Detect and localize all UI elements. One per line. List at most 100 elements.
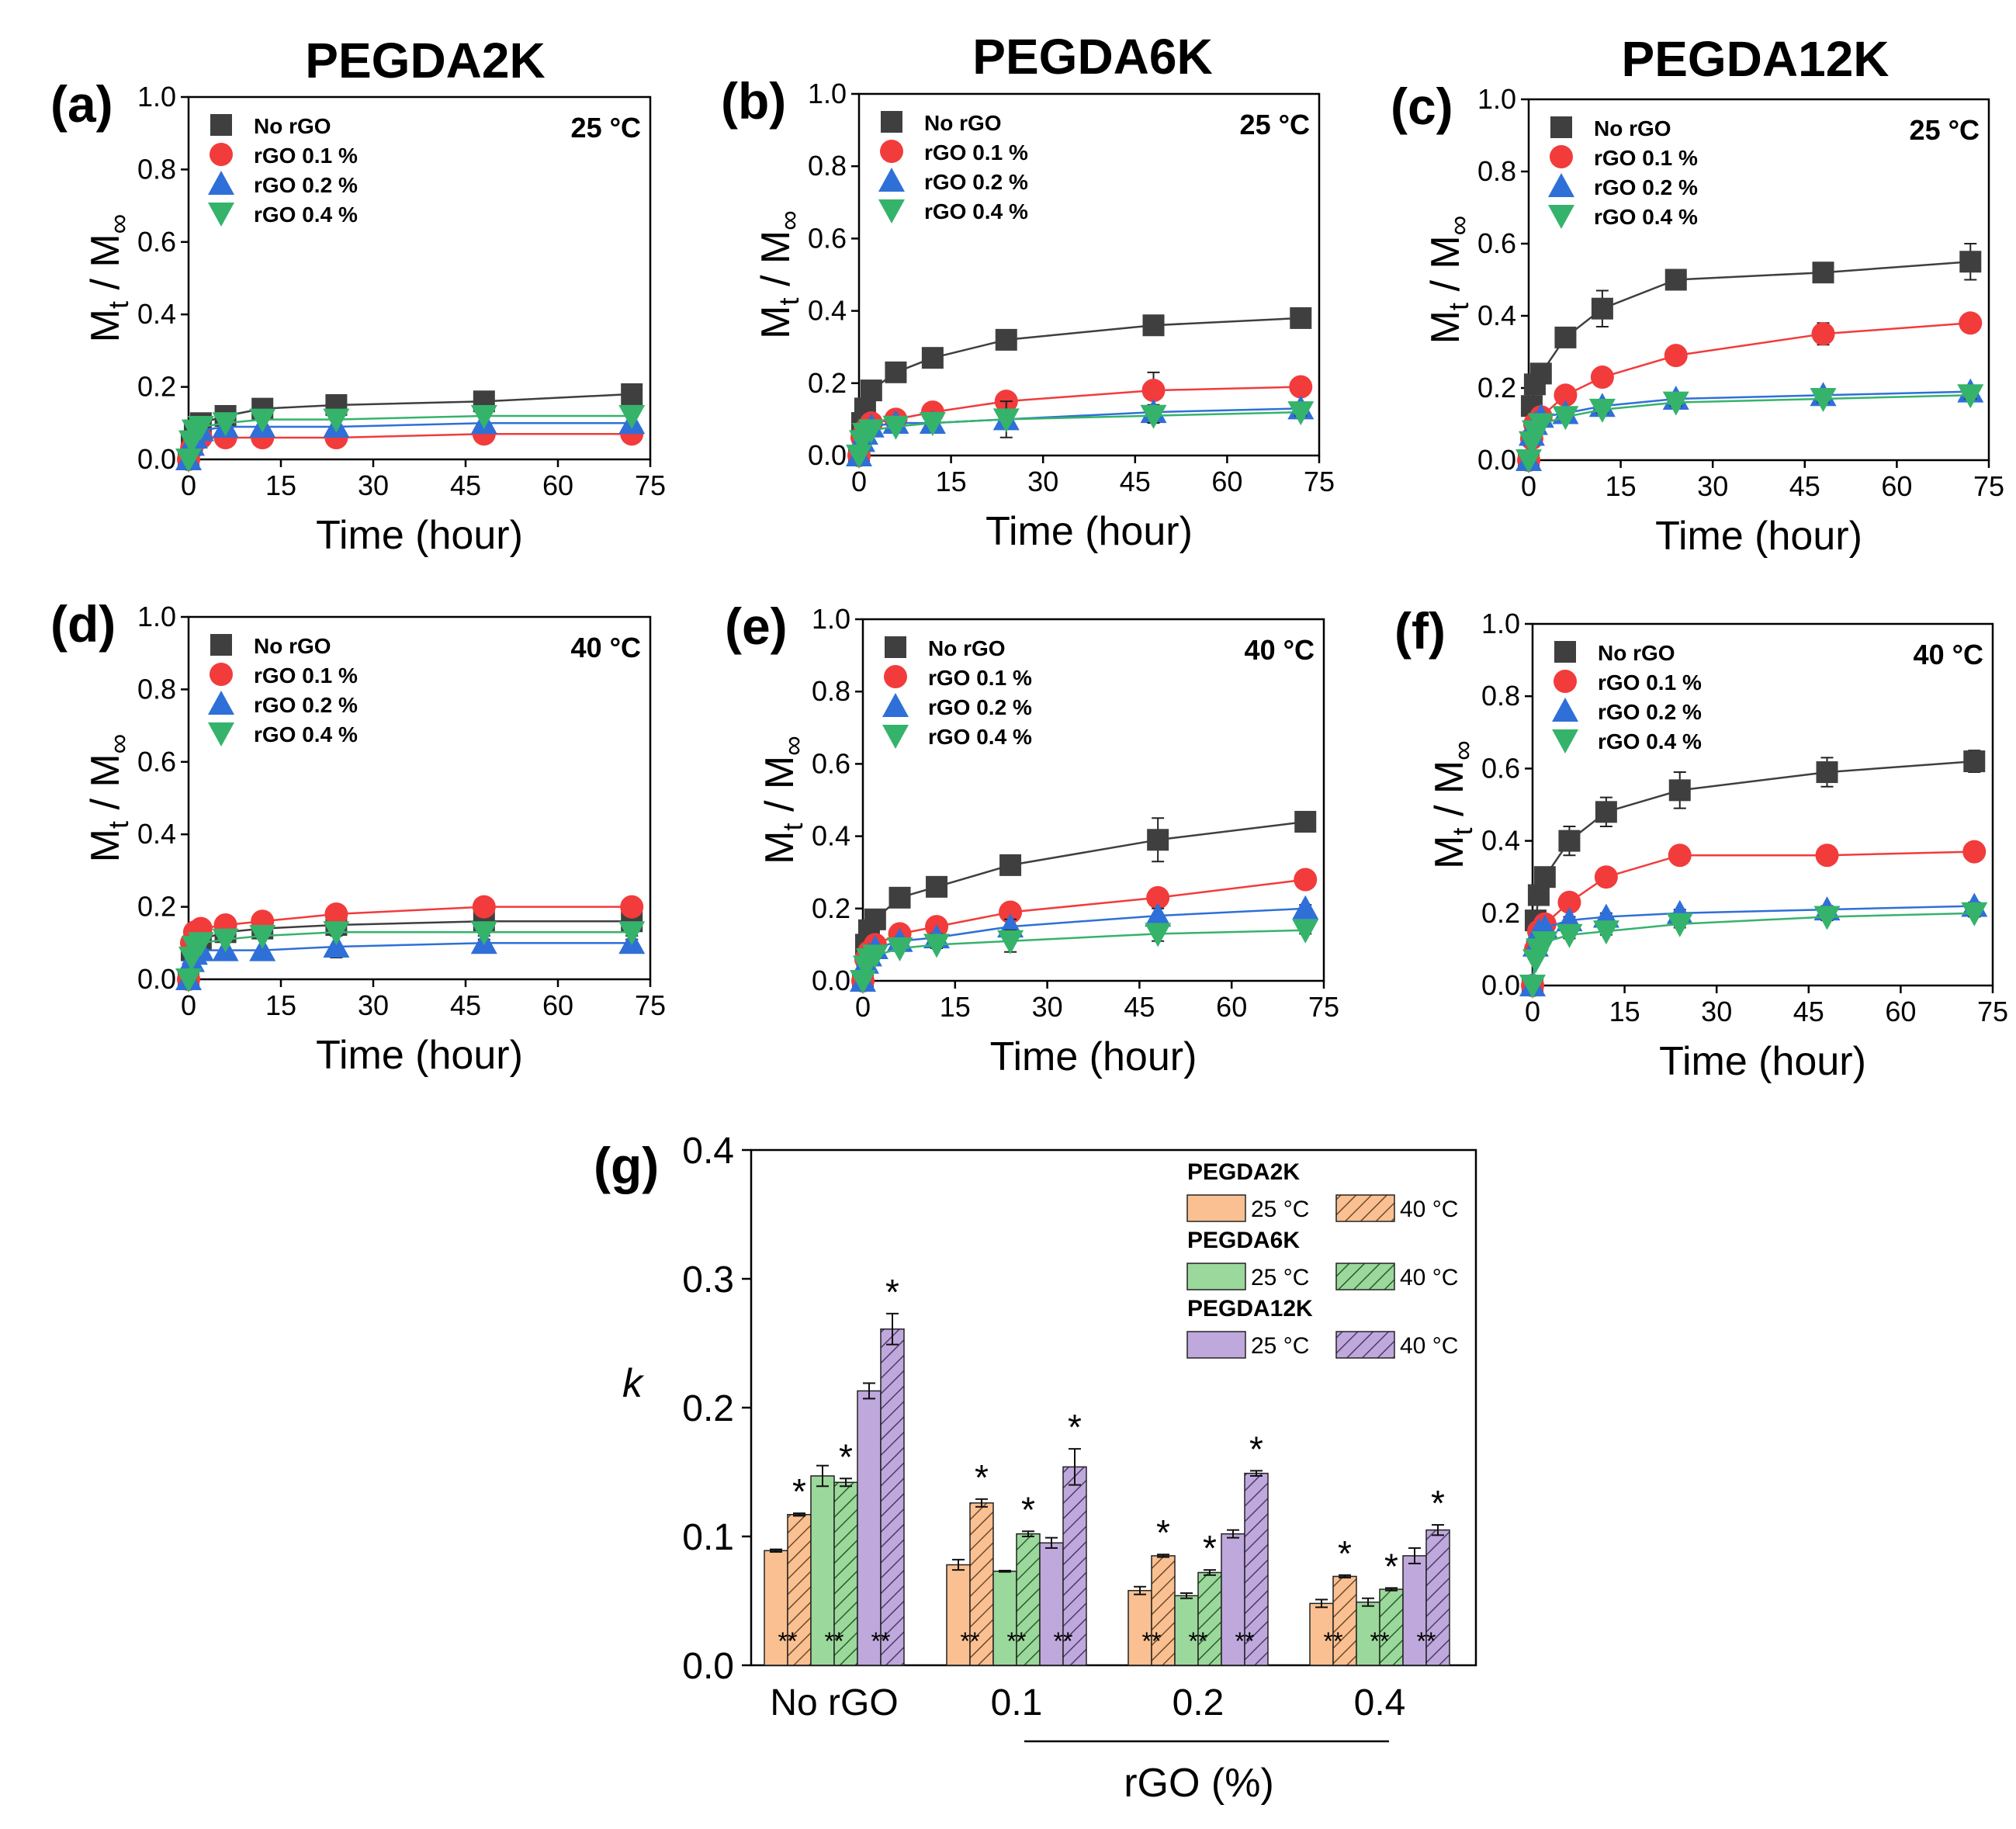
legend-marker	[882, 693, 909, 717]
data-point	[1668, 779, 1691, 802]
temperature-label: 25 °C	[1240, 109, 1310, 140]
data-point	[618, 921, 646, 946]
x-axis-label: Time (hour)	[985, 509, 1193, 554]
data-point	[1962, 840, 1987, 864]
y-tick-label: 0.0	[812, 965, 850, 996]
data-point	[882, 415, 909, 440]
y-tick-label: 1.0	[137, 601, 176, 632]
bar	[1332, 1575, 1357, 1666]
panel-label: (a)	[50, 75, 113, 133]
y-tick-label: 1.0	[1477, 83, 1516, 115]
panel-label: (f)	[1394, 602, 1446, 660]
significance-double-star: **	[778, 1627, 798, 1655]
series-3	[1519, 902, 1988, 999]
x-tick-label: 15	[265, 989, 296, 1021]
bar	[946, 1564, 971, 1666]
data-point	[1558, 830, 1581, 852]
bar	[1016, 1533, 1041, 1666]
data-point	[1588, 398, 1616, 423]
x-tick-label: 60	[1881, 470, 1912, 502]
data-point	[1556, 923, 1583, 948]
data-point	[885, 361, 907, 383]
x-tick-label: 30	[1697, 470, 1728, 502]
bar-series-0	[764, 1548, 1334, 1666]
data-point	[1664, 268, 1687, 291]
significance-double-star: **	[1054, 1627, 1073, 1655]
data-point	[864, 908, 886, 930]
data-point	[1662, 391, 1689, 416]
data-point	[175, 449, 202, 473]
data-point	[1815, 843, 1839, 868]
data-point	[1666, 913, 1693, 937]
plot-frame	[1531, 622, 1994, 987]
plot-frame	[187, 95, 652, 461]
data-point	[212, 928, 239, 953]
legend-label: No rGO	[1594, 116, 1671, 140]
legend-marker	[208, 171, 234, 195]
x-tick-label: 0	[851, 466, 867, 497]
bar-series-4	[857, 1382, 1427, 1666]
bar	[969, 1502, 994, 1666]
data-point	[1146, 885, 1170, 909]
data-point	[1554, 326, 1577, 348]
significance-star: *	[839, 1436, 853, 1477]
data-point	[249, 937, 276, 961]
data-point	[999, 854, 1022, 876]
significance-double-star: **	[1324, 1627, 1343, 1655]
series-0	[1522, 750, 1986, 996]
legend-marker	[1548, 173, 1574, 197]
y-tick-label: 0.2	[137, 891, 176, 923]
data-point	[1554, 383, 1578, 407]
y-tick-label: 0.6	[808, 222, 847, 254]
significance-star: *	[1338, 1533, 1352, 1574]
bar	[1244, 1472, 1269, 1666]
series-0	[852, 810, 1317, 992]
data-point	[1519, 975, 1546, 999]
y-tick-label: 0.8	[812, 675, 850, 707]
data-point	[1963, 750, 1986, 773]
column-title-6k: PEGDA6K	[972, 29, 1212, 85]
rate-constant-bar-chart: 0.0 0.1 0.2 0.3 0.4 k (g) No rGO 0.1 0.2 0.4 rGO (%…	[594, 1131, 1477, 1806]
y-axis-label: Mt / M∞	[1423, 216, 1474, 345]
series-2	[1515, 378, 1984, 471]
x-tick-label: 30	[358, 469, 389, 501]
x-tick-label: 30	[1701, 996, 1732, 1027]
x-tick-label: 15	[1609, 996, 1640, 1027]
y-tick-label: 0.2	[808, 367, 847, 399]
x-tick-label: 45	[1124, 991, 1155, 1023]
data-point	[249, 408, 276, 433]
legend-marker	[1554, 641, 1576, 663]
legend-marker	[1552, 698, 1578, 722]
data-point	[919, 412, 946, 437]
x-tick-label: 45	[1120, 466, 1151, 497]
significance-star: *	[792, 1471, 806, 1512]
y-tick-label: 0.0	[1477, 444, 1516, 476]
data-point	[860, 379, 882, 402]
plot-frame	[187, 615, 652, 981]
data-point	[1961, 902, 1988, 927]
data-point	[926, 875, 948, 898]
data-point	[621, 383, 643, 405]
temperature-label: 25 °C	[1910, 114, 1980, 146]
y-tick-label: 0.4	[812, 820, 850, 852]
y-tick-label: 0.6	[1481, 752, 1520, 784]
legend-marker	[210, 114, 232, 136]
data-point	[212, 412, 239, 437]
legend-marker	[1550, 145, 1573, 168]
y-tick-label: 1.0	[137, 81, 176, 113]
panel-b: 0 15 30 45 60 75 0.0 0.2 0.4 0.6 0.8 1.0 Time (hour)…	[721, 72, 1335, 554]
x-tick-label: 0	[1525, 996, 1540, 1027]
legend-group-title: PEGDA6K	[1187, 1228, 1300, 1253]
y-axis-label: k	[622, 1361, 645, 1406]
y-tick-label: 1.0	[808, 78, 847, 109]
legend-marker	[210, 143, 233, 166]
data-point	[999, 900, 1023, 924]
x-tick-label: 75	[635, 469, 666, 501]
x-tick-label: 75	[1308, 991, 1339, 1023]
bar	[1309, 1602, 1334, 1666]
legend-label: rGO 0.4 %	[1598, 729, 1702, 753]
x-tick-label: 45	[1793, 996, 1824, 1027]
legend-label: No rGO	[924, 111, 1002, 135]
legend-swatch	[1186, 1194, 1246, 1222]
legend-marker	[880, 140, 903, 163]
